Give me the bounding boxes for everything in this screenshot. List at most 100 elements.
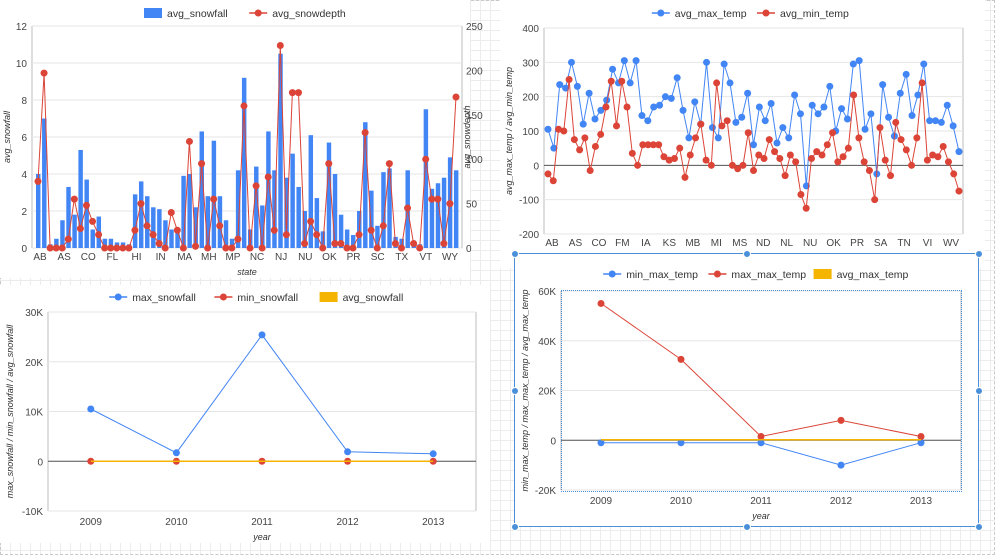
point-avg-snowdepth: [34, 177, 42, 185]
point-avg_min_temp: [649, 141, 657, 149]
series-line-max_snowfall: [90, 334, 434, 455]
resize-handle-bottom-center[interactable]: [743, 523, 751, 531]
bar-avg-snowfall: [66, 186, 71, 248]
resize-handle-bottom-right[interactable]: [975, 523, 983, 531]
point-avg_min_temp: [702, 156, 710, 164]
x-tick-label: AB: [545, 238, 559, 249]
legend-marker-avg_min_temp: [762, 9, 770, 17]
point-avg_max_temp: [949, 122, 957, 130]
point-avg-snowdepth: [228, 244, 236, 252]
bar-avg-snowfall: [338, 214, 344, 248]
point-max_snowfall: [172, 449, 180, 457]
legend-marker-min_snowfall: [219, 293, 227, 301]
legend-swatch-avg_snowfall: [144, 8, 162, 18]
bar-avg-snowfall: [36, 174, 41, 248]
x-tick-label: NJ: [275, 252, 287, 263]
point-avg-snowdepth: [373, 244, 381, 252]
point-avg_min_temp: [776, 154, 784, 162]
point-avg-snowdepth: [70, 195, 78, 203]
point-avg_min_temp: [897, 136, 905, 144]
point-max_max_temp: [677, 355, 685, 363]
point-avg_min_temp: [834, 158, 842, 166]
point-avg-snowdepth: [385, 160, 393, 168]
point-avg_max_temp: [685, 134, 693, 142]
point-avg_max_temp: [814, 110, 822, 118]
point-avg-snowdepth: [428, 195, 436, 203]
x-tick-label: KS: [663, 238, 677, 249]
point-avg_min_temp: [655, 141, 663, 149]
x-tick-label: 2013: [422, 517, 445, 528]
point-avg-snowdepth: [331, 240, 339, 248]
x-axis-title: year: [751, 511, 771, 521]
point-avg_max_temp: [579, 120, 587, 128]
resize-handle-bottom-left[interactable]: [511, 523, 519, 531]
point-avg-snowdepth: [440, 240, 448, 248]
point-avg_min_temp: [634, 161, 642, 169]
point-max_snowfall: [258, 331, 266, 339]
bar-avg-snowfall: [60, 220, 65, 248]
bar-avg-snowfall: [248, 229, 253, 248]
point-avg_max_temp: [908, 112, 916, 120]
point-avg-snowdepth: [95, 231, 103, 239]
point-avg_min_temp: [670, 154, 678, 162]
x-tick-label: 2012: [830, 496, 853, 507]
point-avg_min_temp: [676, 144, 684, 152]
x-tick-label: IA: [641, 238, 651, 249]
y-tick-label: -10K: [22, 507, 43, 518]
x-tick-label: FM: [615, 238, 629, 249]
resize-handle-middle-left[interactable]: [511, 387, 519, 395]
point-avg_min_temp: [602, 103, 610, 111]
resize-handle-middle-right[interactable]: [975, 387, 983, 395]
point-avg_min_temp: [908, 161, 916, 169]
point-avg_max_temp: [591, 115, 599, 123]
x-tick-label: 2011: [750, 496, 772, 507]
point-avg-snowdepth: [307, 217, 315, 225]
x-tick-label: IN: [156, 252, 166, 263]
point-avg-snowdepth: [222, 244, 230, 252]
point-avg_min_temp: [934, 153, 942, 161]
point-avg-snowdepth: [397, 244, 405, 252]
point-avg_max_temp: [667, 94, 675, 102]
point-avg_min_temp: [560, 127, 568, 135]
chart-panel-snowfall-by-state[interactable]: 12 10 8 6 4 2 0 250 200 150 100 50 0 AB AS CO FL HI IN MA MH…: [0, 0, 483, 278]
y-tick-label: 100: [522, 127, 539, 138]
point-avg-snowdepth: [422, 155, 430, 163]
bar-avg-snowfall: [314, 198, 320, 248]
y-tick-label: 0: [550, 436, 556, 447]
chart-panel-max-temp-by-year[interactable]: 60K 40K 20K 0 -20K 2009 2010 2011 2012 2013 year mi…: [514, 253, 978, 527]
bar-avg-snowfall: [217, 196, 223, 248]
x-tick-label: AS: [569, 238, 583, 249]
resize-handle-top-left[interactable]: [511, 250, 519, 258]
legend-label-min_max_temp: min_max_temp: [626, 269, 698, 281]
point-avg_max_temp: [855, 57, 863, 65]
bar-avg-snowfall: [363, 122, 368, 248]
point-avg_max_temp: [632, 57, 640, 65]
x-tick-label: 2010: [670, 496, 693, 507]
point-avg_min_temp: [581, 134, 589, 142]
point-avg-snowdepth: [301, 240, 309, 248]
y-axis-title: avg_snowfall: [2, 110, 12, 163]
legend-marker-max_max_temp: [713, 270, 721, 278]
point-avg_min_temp: [902, 146, 910, 154]
point-avg_min_temp: [876, 124, 884, 132]
point-avg_max_temp: [603, 96, 611, 104]
point-avg_max_temp: [767, 100, 775, 108]
x-tick-label: PR: [347, 252, 361, 263]
point-avg_min_temp: [865, 166, 873, 174]
point-avg_max_temp: [562, 84, 570, 92]
point-avg-snowdepth: [452, 93, 460, 101]
legend-label-max_max_temp: max_max_temp: [731, 269, 806, 281]
bar-avg-snowfall: [187, 174, 192, 248]
x-tick-label: AB: [33, 252, 47, 263]
bar-avg-snowfall: [387, 168, 392, 248]
chart-panel-temp-by-state[interactable]: 400 300 200 100 0 -100 -200 AB AS CO FM IA KS MB MI MS N…: [500, 0, 985, 268]
legend-label-max_snowfall: max_snowfall: [132, 292, 196, 304]
chart-panel-snowfall-by-year[interactable]: 30K 20K 10K 0 -10K 2009 2010 2011 2012 2013 year ma…: [0, 285, 490, 543]
resize-handle-top-center[interactable]: [743, 250, 751, 258]
point-avg_min_temp: [939, 142, 947, 150]
bar-avg-snowfall: [151, 207, 156, 248]
point-avg_max_temp: [714, 134, 722, 142]
point-avg_min_temp: [644, 141, 652, 149]
resize-handle-top-right[interactable]: [975, 250, 983, 258]
legend-label-avg_snowfall: avg_snowfall: [343, 292, 404, 304]
